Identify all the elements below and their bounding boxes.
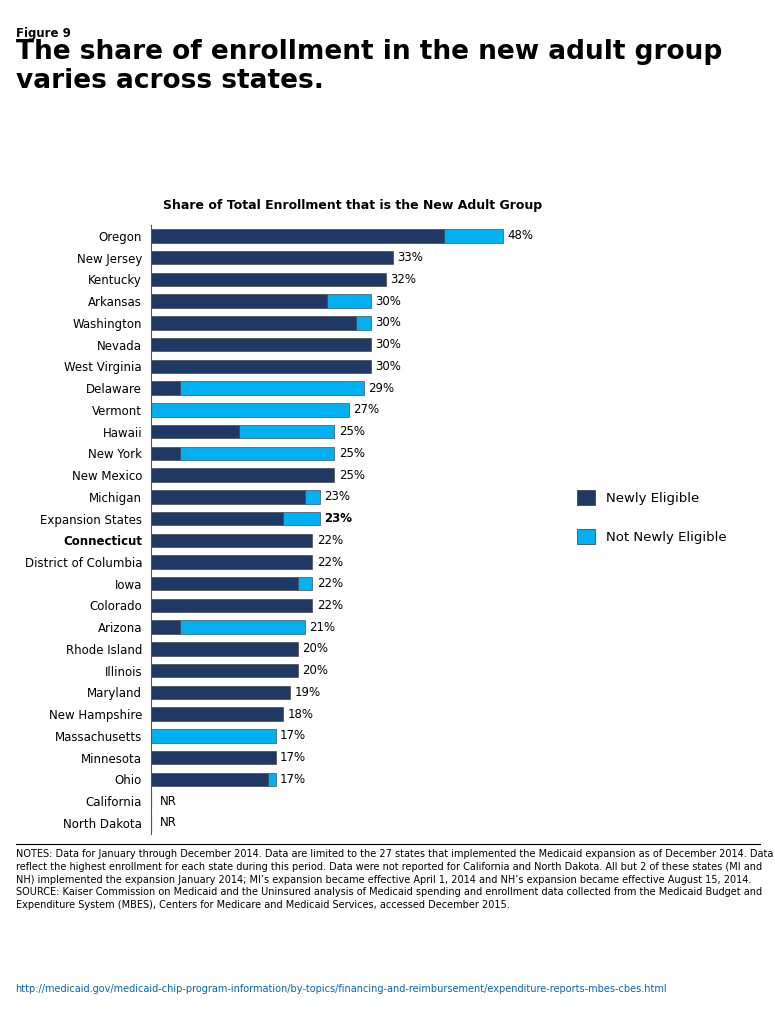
Text: 23%: 23% — [324, 490, 350, 503]
Bar — [181, 447, 334, 460]
Bar — [151, 447, 181, 460]
Bar — [151, 642, 298, 656]
Bar — [151, 403, 349, 416]
Bar — [298, 577, 312, 590]
Bar — [151, 295, 327, 308]
Bar — [181, 382, 363, 395]
Bar — [151, 577, 298, 590]
Text: 22%: 22% — [317, 599, 343, 612]
Text: 23%: 23% — [324, 513, 352, 525]
Bar — [151, 490, 305, 503]
Text: NOTES: Data for January through December 2014. Data are limited to the 27 states: NOTES: Data for January through December… — [16, 849, 773, 910]
Text: 33%: 33% — [398, 252, 423, 264]
Text: 30%: 30% — [375, 360, 401, 372]
Text: 32%: 32% — [390, 273, 416, 285]
Bar — [151, 229, 444, 242]
Text: 22%: 22% — [317, 555, 343, 569]
Text: 25%: 25% — [339, 469, 365, 482]
Bar — [444, 229, 503, 242]
Bar — [268, 772, 276, 786]
Text: 29%: 29% — [368, 382, 394, 395]
Bar — [305, 490, 319, 503]
Text: 48%: 48% — [507, 229, 533, 242]
Text: 30%: 30% — [375, 316, 401, 329]
Bar — [151, 512, 283, 525]
Bar — [151, 751, 276, 764]
Text: 22%: 22% — [317, 577, 343, 590]
Text: 30%: 30% — [375, 295, 401, 308]
Bar — [327, 295, 371, 308]
Bar — [239, 425, 334, 438]
Text: 17%: 17% — [280, 729, 306, 743]
Text: 27%: 27% — [353, 403, 380, 416]
Bar — [151, 425, 239, 438]
Bar — [151, 598, 312, 612]
Bar — [151, 316, 356, 329]
Text: 20%: 20% — [302, 642, 328, 656]
Text: http://medicaid.gov/medicaid-chip-program-information/by-topics/financing-and-re: http://medicaid.gov/medicaid-chip-progra… — [16, 984, 667, 994]
Bar — [151, 534, 312, 547]
Bar — [151, 621, 181, 634]
Bar — [151, 273, 386, 286]
Text: 21%: 21% — [309, 621, 336, 633]
Text: 17%: 17% — [280, 751, 306, 764]
Text: Figure 9: Figure 9 — [16, 27, 71, 40]
Bar — [151, 664, 298, 677]
Text: 20%: 20% — [302, 664, 328, 677]
Text: 18%: 18% — [288, 708, 313, 720]
Bar — [151, 469, 334, 482]
Bar — [151, 708, 283, 721]
Bar — [151, 555, 312, 569]
Text: 22%: 22% — [317, 534, 343, 546]
Bar — [181, 621, 305, 634]
Text: 25%: 25% — [339, 447, 365, 459]
Bar — [151, 251, 393, 264]
Bar — [356, 316, 371, 329]
Text: NR: NR — [160, 816, 177, 830]
Bar — [151, 360, 371, 373]
Bar — [151, 338, 371, 351]
Bar — [151, 685, 291, 699]
Text: The share of enrollment in the new adult group
varies across states.: The share of enrollment in the new adult… — [16, 39, 722, 94]
Bar — [151, 382, 181, 395]
Bar — [151, 729, 276, 743]
Bar — [283, 512, 319, 525]
Text: 17%: 17% — [280, 773, 306, 786]
Text: Share of Total Enrollment that is the New Adult Group: Share of Total Enrollment that is the Ne… — [163, 198, 542, 212]
Text: 30%: 30% — [375, 339, 401, 351]
Bar — [151, 772, 268, 786]
Text: NR: NR — [160, 795, 177, 807]
Text: 25%: 25% — [339, 426, 365, 438]
Legend: Newly Eligible, Not Newly Eligible: Newly Eligible, Not Newly Eligible — [577, 490, 726, 544]
Text: 19%: 19% — [294, 686, 321, 699]
